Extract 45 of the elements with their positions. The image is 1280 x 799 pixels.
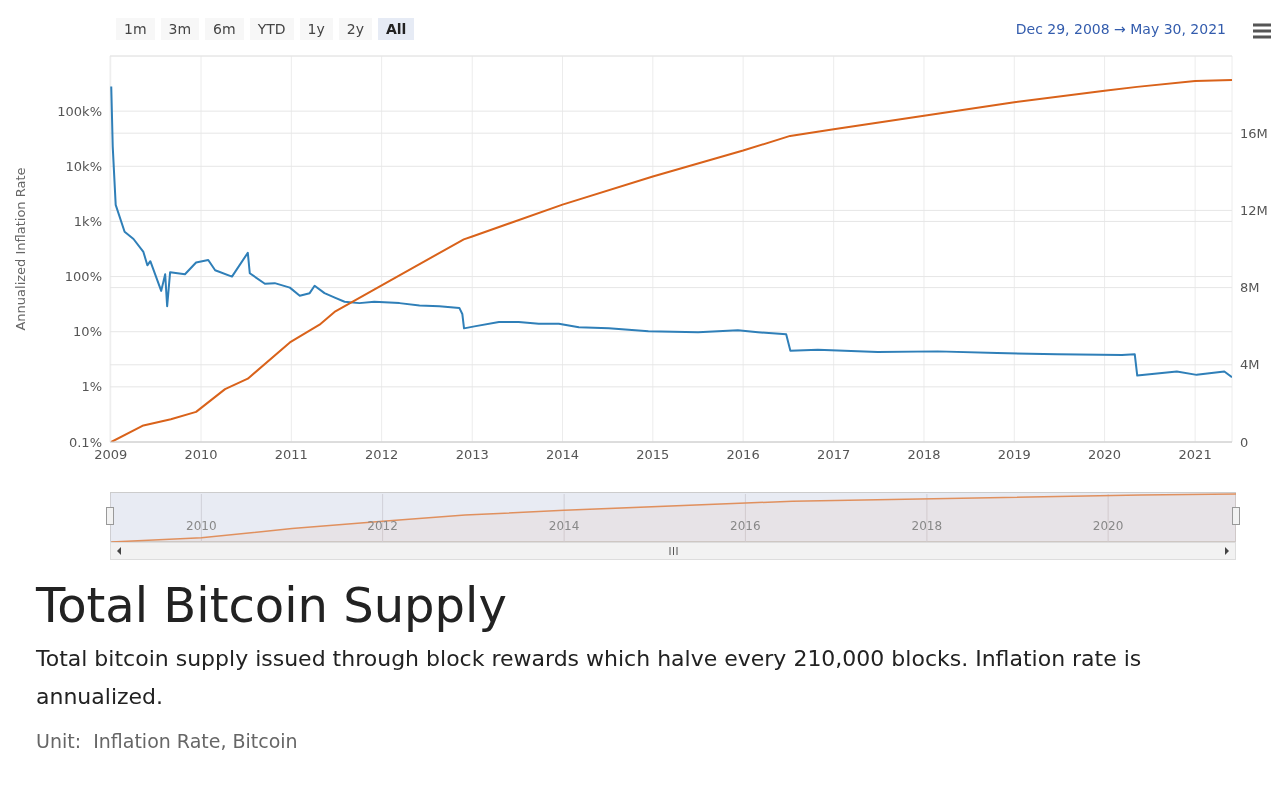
text: YTD [249,18,294,40]
x-tick-label: 2010 [184,447,218,463]
text: 2y [338,18,372,40]
text: Dec 29, 2008 → May 30, 2021 [1015,21,1226,37]
text: 1y [299,18,333,40]
text: 3m [160,18,200,40]
y-tick-label: 1% [81,379,102,395]
x-tick-label: 2015 [636,447,670,463]
y-tick-label: 1k% [73,214,102,230]
x-tick-label: 2019 [997,447,1031,463]
x-tick-label: 2018 [907,447,941,463]
x-tick-label: 2014 [548,519,580,533]
x-tick-label: 2012 [365,447,399,463]
y-tick-label: 100% [64,269,102,285]
x-tick-label: 2014 [545,447,580,463]
y-tick-label: 100k% [57,103,102,119]
x-tick-label: 2021 [1178,447,1212,463]
y2-tick-label: 4M [1240,357,1260,373]
y-axis-title: Annualized Inflation Rate [12,167,28,331]
x-tick-label: 2009 [94,447,128,463]
x-tick-label: 2016 [730,519,761,533]
text: Total Bitcoin Supply [36,576,508,635]
y2-tick-label: 8M [1240,280,1260,296]
x-tick-label: 2017 [817,447,851,463]
x-tick-label: 2013 [455,447,489,463]
text: 1m [116,18,155,40]
y2-tick-label: 12M [1240,203,1268,219]
y2-tick-label: 0 [1240,434,1249,450]
y-tick-label: 10% [73,324,102,340]
y-tick-label: 10k% [65,158,102,174]
y-tick-label: 0.1% [68,434,102,450]
y2-tick-label: 16M [1240,125,1268,141]
line-series [110,85,1232,379]
x-tick-label: 2020 [1088,447,1122,463]
x-tick-label: 2011 [274,447,308,463]
x-tick-label: 2020 [1092,519,1124,533]
text: 6m [205,18,244,40]
x-tick-label: 2018 [911,519,943,533]
text: All [377,18,415,40]
line-series [110,78,1232,442]
text: Unit: Inflation Rate, Bitcoin [36,730,299,752]
x-tick-label: 2010 [186,519,217,533]
x-tick-label: 2016 [726,447,760,463]
x-tick-label: 2012 [367,519,398,533]
text: Total bitcoin supply issued through block rewards which halve every 210,000 blocks. Inflation rate is annualized. [36,645,1143,711]
